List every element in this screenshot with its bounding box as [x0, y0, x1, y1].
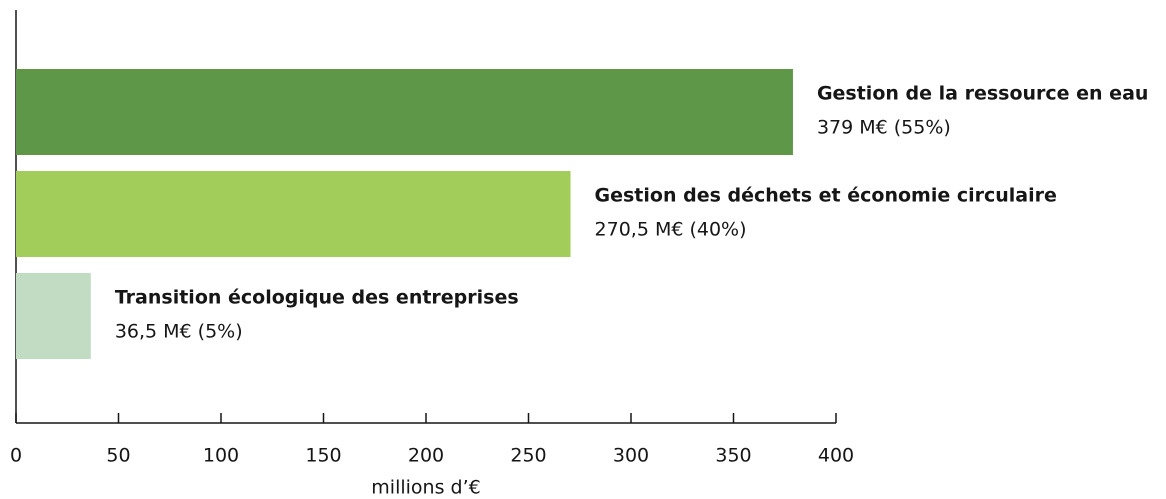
x-tick-label: 150	[305, 445, 341, 467]
category-label: Gestion de la ressource en eau	[817, 83, 1148, 105]
x-tick-label: 100	[203, 445, 239, 467]
x-tick-label: 400	[818, 445, 854, 467]
x-tick-label: 0	[10, 445, 22, 467]
x-tick-label: 50	[106, 445, 130, 467]
bar	[16, 273, 91, 359]
category-label: Transition écologique des entreprises	[115, 287, 519, 309]
value-label: 379 M€ (55%)	[817, 117, 951, 139]
value-label: 36,5 M€ (5%)	[115, 321, 243, 343]
x-tick-label: 250	[510, 445, 546, 467]
x-axis-label: millions d’€	[371, 477, 480, 499]
category-label: Gestion des déchets et économie circulai…	[595, 185, 1057, 207]
x-tick-label: 300	[613, 445, 649, 467]
x-tick-label: 350	[715, 445, 751, 467]
value-label: 270,5 M€ (40%)	[595, 219, 747, 241]
bar	[16, 69, 793, 155]
bar	[16, 171, 571, 257]
x-tick-label: 200	[408, 445, 444, 467]
